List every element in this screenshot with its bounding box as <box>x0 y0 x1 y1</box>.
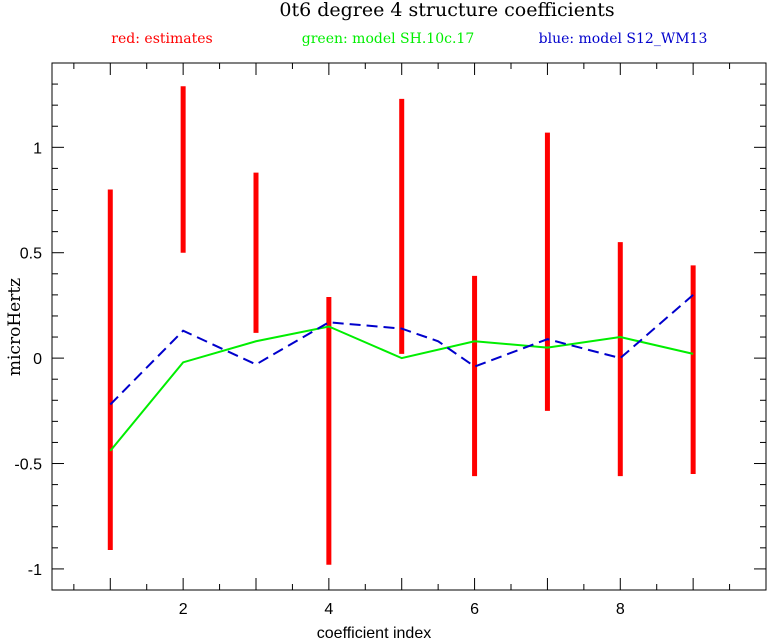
y-tick-label: 1 <box>33 140 42 157</box>
x-tick-label: 6 <box>470 601 479 618</box>
plot-frame <box>51 62 767 591</box>
chart-title: 0t6 degree 4 structure coefficients <box>279 0 614 21</box>
x-tick-label: 4 <box>324 601 333 618</box>
x-axis-label: coefficient index <box>317 625 431 641</box>
legend-green-model: green: model SH.10c.17 <box>302 31 474 47</box>
y-tick-label: -1 <box>28 562 42 579</box>
x-tick-label: 8 <box>616 601 625 618</box>
y-axis-label: microHertz <box>5 278 25 376</box>
x-tick-label: 2 <box>179 601 188 618</box>
y-tick-label: 0 <box>33 351 42 368</box>
x-tick-labels: 2 4 6 8 <box>179 601 625 618</box>
series-line-blue <box>109 294 694 406</box>
legend-estimates: red: estimates <box>111 31 212 47</box>
y-tick-labels: -1 -0.5 0 0.5 1 <box>14 140 42 579</box>
y-axis <box>52 83 766 570</box>
series-line-green <box>109 325 694 452</box>
estimates-errorbars <box>107 86 696 565</box>
x-axis <box>73 63 731 590</box>
y-tick-label: -0.5 <box>14 457 42 474</box>
legend-blue-model: blue: model S12_WM13 <box>539 31 708 47</box>
y-tick-label: 0.5 <box>20 246 42 263</box>
